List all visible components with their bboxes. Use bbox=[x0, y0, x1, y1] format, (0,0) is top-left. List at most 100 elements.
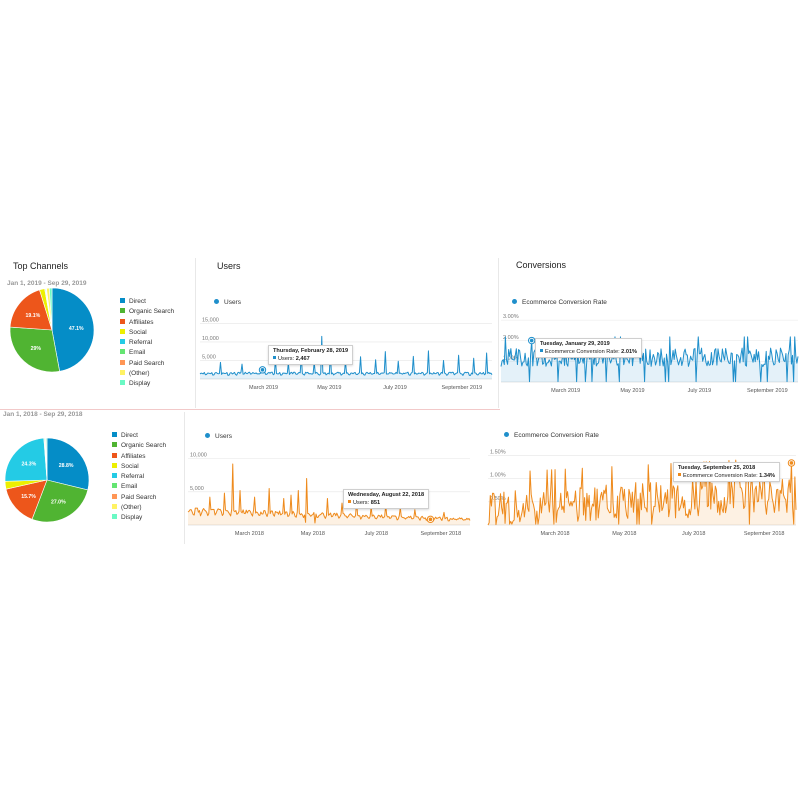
legend-item: Referral bbox=[120, 339, 174, 349]
pie-chart-2018: 28.8% 27.0% 15.7% 24.3% bbox=[4, 437, 90, 523]
legend-swatch bbox=[120, 359, 125, 365]
pie-slice-direct bbox=[46, 437, 90, 491]
legend-label: Paid Search bbox=[121, 493, 157, 501]
tooltip-label: Ecommerce Conversion Rate bbox=[545, 349, 619, 355]
legend-label: Display bbox=[121, 514, 143, 522]
x-tick-label: May 2019 bbox=[317, 385, 341, 391]
x-tick-label: May 2019 bbox=[620, 388, 644, 394]
y-tick-label: 1.00% bbox=[503, 355, 519, 361]
legend-label: Direct bbox=[121, 432, 138, 439]
top-channels-title: Top Channels bbox=[13, 261, 69, 271]
legend-label: (Other) bbox=[121, 504, 142, 512]
legend-swatch bbox=[120, 349, 125, 355]
legend-item: Organic Search bbox=[120, 308, 174, 318]
y-tick-label: 15,000 bbox=[202, 317, 219, 323]
tooltip-value: 2,467 bbox=[295, 356, 310, 362]
x-tick-label: September 2018 bbox=[744, 531, 785, 537]
legend-swatch bbox=[120, 298, 125, 303]
legend-item: Display bbox=[112, 514, 166, 524]
pie-slice-label: 28.8% bbox=[59, 463, 74, 469]
legend-swatch bbox=[112, 462, 117, 468]
y-tick-label: 3.00% bbox=[503, 314, 519, 320]
legend-dot bbox=[214, 299, 219, 304]
x-tick-label: July 2018 bbox=[682, 531, 706, 537]
series-legend-conv-2019: Ecommerce Conversion Rate bbox=[512, 299, 607, 306]
pie-legend-2019: Direct Organic Search Affiliates Social Refe… bbox=[120, 298, 174, 391]
legend-label: Affiliates bbox=[121, 452, 146, 460]
tooltip-label: Users bbox=[278, 356, 293, 362]
conversions-title: Conversions bbox=[516, 260, 567, 270]
legend-item: Affiliates bbox=[112, 452, 166, 463]
legend-label: Affiliates bbox=[129, 318, 154, 326]
tooltip-title: Tuesday, September 25, 2018 bbox=[678, 465, 756, 471]
tooltip-title: Wednesday, August 22, 2018 bbox=[348, 492, 425, 498]
pie-legend-2018: Direct Organic Search Affiliates Social Refe… bbox=[112, 432, 166, 525]
highlight-point bbox=[529, 338, 534, 343]
pie-slice-label: 19.1% bbox=[26, 313, 41, 319]
legend-swatch bbox=[120, 380, 125, 386]
x-tick-label: September 2019 bbox=[747, 388, 788, 394]
tooltip-conv-2019: Tuesday, January 29, 2019 Ecommerce Conv… bbox=[535, 338, 643, 358]
series-legend-label: Users bbox=[215, 433, 232, 440]
pie-slice-affiliates bbox=[9, 289, 53, 331]
legend-swatch bbox=[112, 504, 117, 510]
pie-slice-referral bbox=[4, 437, 48, 482]
legend-item: Email bbox=[120, 349, 174, 359]
pie-slice-display bbox=[45, 437, 48, 481]
highlight-point bbox=[428, 517, 433, 522]
x-tick-label: March 2018 bbox=[541, 531, 570, 537]
legend-label: Organic Search bbox=[129, 308, 175, 316]
legend-label: Paid Search bbox=[129, 359, 165, 367]
x-tick-label: May 2018 bbox=[301, 531, 325, 537]
tooltip-users-2019: Thursday, February 28, 2019 Users: 2,467 bbox=[268, 345, 354, 365]
y-tick-label: 10,000 bbox=[202, 336, 219, 342]
legend-swatch bbox=[120, 370, 125, 376]
pie-chart-2019: 47.1% 29% 19.1% bbox=[9, 287, 95, 373]
legend-label: Display bbox=[129, 380, 151, 388]
legend-label: Social bbox=[121, 462, 139, 470]
legend-item: Referral bbox=[112, 473, 166, 483]
pie-slice-label: 47.1% bbox=[69, 326, 84, 332]
legend-dot bbox=[512, 299, 517, 304]
conv-2019-chart: 1.00% 2.00% 3.00% March 2019 May 2019 July 20… bbox=[500, 314, 799, 394]
legend-label: Referral bbox=[121, 473, 145, 481]
pie-slice-organic-search bbox=[31, 479, 89, 523]
conv-2018-chart: 0.50% 1.00% 1.50% March 2018 May 2018 July 20… bbox=[487, 450, 797, 537]
series-legend-users-2019: Users bbox=[214, 299, 241, 306]
legend-item: Social bbox=[120, 328, 174, 339]
legend-item: Email bbox=[112, 483, 166, 493]
tooltip-users-2018: Wednesday, August 22, 2018 Users: 851 bbox=[343, 489, 430, 509]
pie-slice-label: 15.7% bbox=[21, 494, 36, 500]
series-legend-users-2018: Users bbox=[205, 433, 232, 440]
legend-item: Paid Search bbox=[120, 359, 174, 370]
series-line bbox=[187, 463, 471, 524]
series-line bbox=[487, 459, 797, 526]
legend-item: (Other) bbox=[112, 504, 166, 514]
divider bbox=[195, 258, 196, 408]
legend-item: Paid Search bbox=[112, 493, 166, 504]
legend-swatch bbox=[112, 473, 117, 479]
users-2019-chart: 5,000 10,000 15,000 March 2019 May 2019 July … bbox=[199, 317, 493, 391]
legend-item: Display bbox=[120, 380, 174, 390]
y-tick-label: 1.50% bbox=[490, 450, 506, 456]
y-tick-label: 0.50% bbox=[490, 496, 506, 502]
x-tick-label: May 2018 bbox=[612, 531, 636, 537]
tooltip-dot bbox=[273, 356, 276, 359]
legend-item: Affiliates bbox=[120, 318, 174, 329]
legend-label: (Other) bbox=[129, 370, 150, 378]
x-tick-label: July 2018 bbox=[365, 531, 389, 537]
legend-swatch bbox=[120, 308, 125, 314]
highlight-point bbox=[789, 461, 794, 465]
legend-swatch bbox=[112, 432, 117, 437]
legend-swatch bbox=[112, 442, 117, 448]
tooltip-label: Ecommerce Conversion Rate bbox=[683, 473, 757, 479]
pie-slice-display bbox=[49, 287, 53, 331]
tooltip-value: 1.34% bbox=[759, 473, 776, 479]
series-legend-label: Ecommerce Conversion Rate bbox=[514, 432, 599, 439]
x-tick-label: September 2018 bbox=[421, 531, 462, 537]
legend-dot bbox=[504, 432, 509, 437]
legend-label: Direct bbox=[129, 298, 146, 305]
series-legend-conv-2018: Ecommerce Conversion Rate bbox=[504, 432, 599, 439]
legend-swatch bbox=[112, 514, 117, 520]
legend-label: Email bbox=[121, 483, 138, 491]
